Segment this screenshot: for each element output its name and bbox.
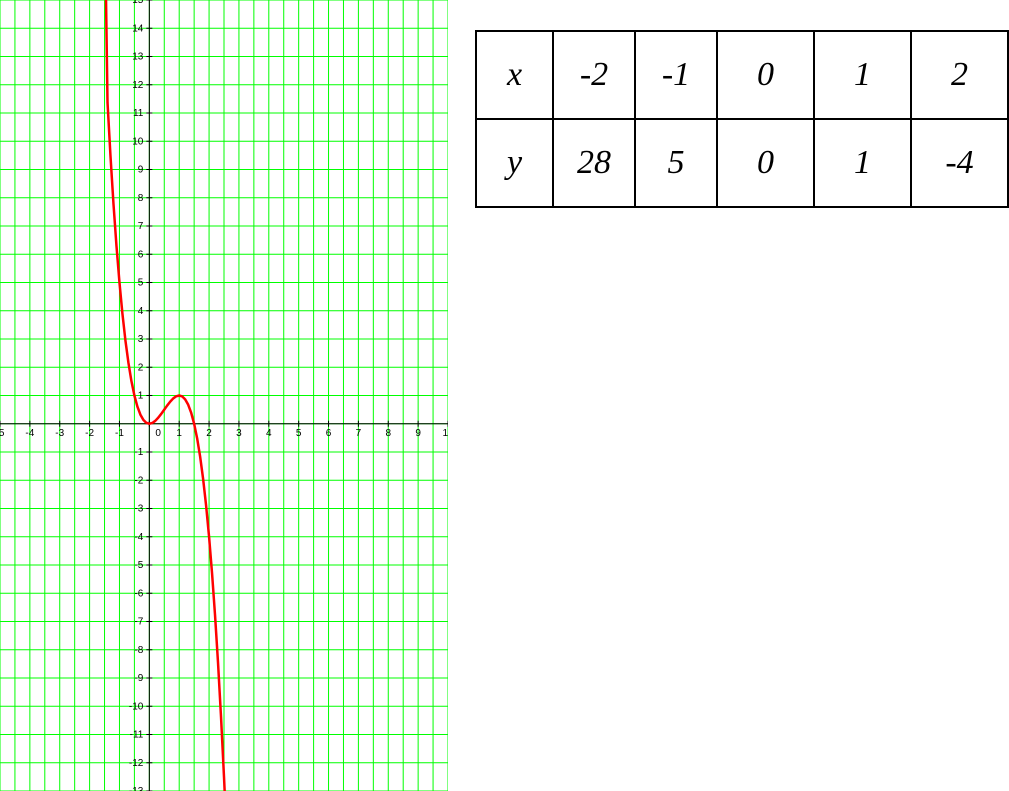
x-tick-label: 0 bbox=[155, 428, 161, 439]
table-cell: 5 bbox=[635, 119, 717, 207]
y-tick-label: -5 bbox=[134, 560, 143, 571]
table-cell: 1 bbox=[814, 31, 911, 119]
x-tick-label: 6 bbox=[326, 428, 332, 439]
table-cell: 2 bbox=[911, 31, 1008, 119]
x-tick-label: 1 bbox=[176, 428, 182, 439]
table-cell: y bbox=[476, 119, 553, 207]
y-tick-label: -1 bbox=[134, 447, 143, 458]
table-cell: -2 bbox=[553, 31, 635, 119]
y-tick-label: 9 bbox=[138, 165, 144, 176]
table-cell: x bbox=[476, 31, 553, 119]
table-cell: 1 bbox=[814, 119, 911, 207]
x-tick-label: 9 bbox=[415, 428, 421, 439]
y-tick-label: 5 bbox=[138, 278, 144, 289]
chart-panel: -5-4-3-2-1012345678910123456789101112131… bbox=[0, 0, 448, 791]
table-cell: -4 bbox=[911, 119, 1008, 207]
table-cell: 28 bbox=[553, 119, 635, 207]
value-table: x-2-1012y28501-4 bbox=[475, 30, 1009, 208]
x-tick-label: 8 bbox=[385, 428, 391, 439]
y-tick-label: 3 bbox=[138, 334, 144, 345]
y-tick-label: -6 bbox=[134, 588, 143, 599]
y-tick-label: -12 bbox=[129, 758, 144, 769]
y-tick-label: 14 bbox=[132, 23, 144, 34]
x-tick-label: -2 bbox=[85, 428, 94, 439]
y-tick-label: 13 bbox=[132, 52, 144, 63]
y-tick-label: 6 bbox=[138, 249, 144, 260]
x-tick-label: 4 bbox=[266, 428, 272, 439]
x-tick-label: 3 bbox=[236, 428, 242, 439]
y-tick-label: -3 bbox=[134, 504, 143, 515]
table-cell: 0 bbox=[717, 119, 814, 207]
table-cell: 0 bbox=[717, 31, 814, 119]
y-tick-label: 1 bbox=[138, 391, 144, 402]
y-tick-label: 7 bbox=[138, 221, 144, 232]
x-tick-label: -3 bbox=[55, 428, 64, 439]
y-tick-label: -9 bbox=[134, 673, 143, 684]
y-tick-label: 11 bbox=[133, 108, 144, 119]
x-tick-label: -4 bbox=[25, 428, 34, 439]
x-tick-label: 5 bbox=[296, 428, 302, 439]
y-tick-label: 2 bbox=[138, 362, 144, 373]
y-tick-label: -11 bbox=[130, 730, 144, 741]
value-table-panel: x-2-1012y28501-4 bbox=[475, 30, 1009, 208]
table-cell: -1 bbox=[635, 31, 717, 119]
x-tick-label: -5 bbox=[0, 428, 5, 439]
y-tick-label: 12 bbox=[132, 80, 144, 91]
page-root: -5-4-3-2-1012345678910123456789101112131… bbox=[0, 0, 1009, 791]
y-tick-label: 10 bbox=[132, 136, 144, 147]
y-tick-label: 8 bbox=[138, 193, 144, 204]
x-tick-label: 7 bbox=[356, 428, 362, 439]
y-tick-label: -2 bbox=[134, 475, 143, 486]
x-tick-label: 2 bbox=[206, 428, 212, 439]
y-tick-label: 15 bbox=[132, 0, 144, 6]
y-tick-label: -10 bbox=[129, 701, 144, 712]
x-tick-label: 10 bbox=[442, 428, 448, 439]
y-tick-label: 4 bbox=[138, 306, 144, 317]
y-tick-label: -7 bbox=[134, 617, 143, 628]
function-chart: -5-4-3-2-1012345678910123456789101112131… bbox=[0, 0, 448, 791]
y-tick-label: -8 bbox=[134, 645, 143, 656]
y-tick-label: -4 bbox=[134, 532, 143, 543]
table-row: y28501-4 bbox=[476, 119, 1008, 207]
table-row: x-2-1012 bbox=[476, 31, 1008, 119]
x-tick-label: -1 bbox=[115, 428, 124, 439]
y-tick-label: -13 bbox=[129, 786, 144, 791]
